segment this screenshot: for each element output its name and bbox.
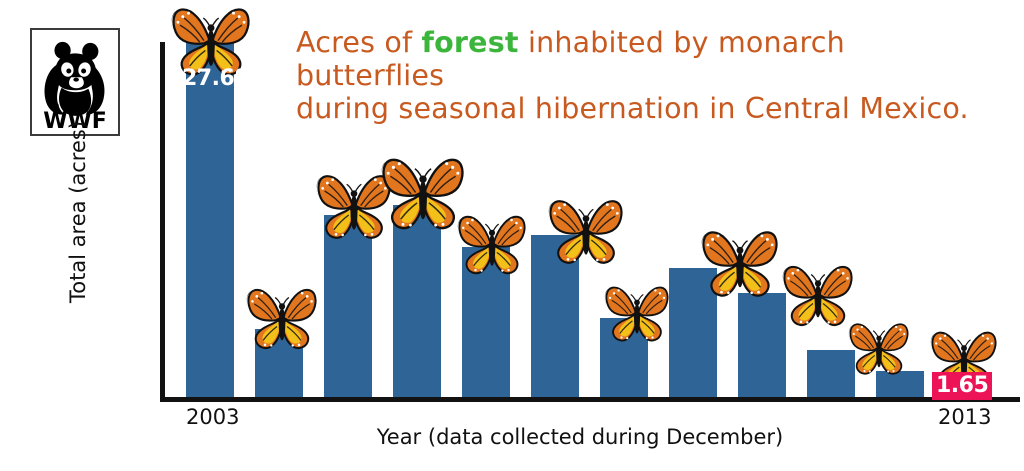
- butterfly-icon-2005: [314, 171, 394, 243]
- bar-2012: [807, 350, 855, 397]
- monarch-butterfly-icon: [848, 323, 909, 375]
- monarch-butterfly-icon: [171, 8, 250, 76]
- butterfly-icon-2004: [244, 285, 320, 353]
- monarch-butterfly-icon: [604, 286, 669, 342]
- butterfly-icon-2010: [698, 227, 782, 301]
- title-highlight-forest: forest: [421, 26, 519, 59]
- monarch-butterfly-icon: [246, 289, 317, 349]
- butterfly-icon-2012: [846, 320, 912, 378]
- wwf-logo: WWF: [30, 28, 120, 136]
- wwf-wordmark: WWF: [43, 109, 106, 134]
- butterfly-icon-2006: [378, 154, 468, 234]
- monarch-butterfly-icon: [782, 266, 853, 326]
- panda-icon: WWF: [43, 41, 107, 134]
- title-part-1: Acres of: [296, 26, 422, 59]
- bar-value-label-first: 27.68: [182, 66, 250, 91]
- x-tick-2003: 2003: [186, 405, 240, 429]
- chart-title: Acres of forest inhabited by monarch but…: [296, 26, 996, 125]
- monarch-butterfly-icon: [457, 215, 526, 275]
- x-tick-2013: 2013: [938, 405, 992, 429]
- y-axis-line: [160, 42, 165, 397]
- bar-2005: [324, 215, 372, 397]
- bar-2011: [738, 293, 786, 397]
- monarch-butterfly-icon: [701, 231, 778, 297]
- butterfly-icon-2007: [455, 212, 529, 278]
- bar-2003: [186, 42, 234, 397]
- bar-2010: [669, 268, 717, 397]
- bar-2006: [393, 205, 441, 397]
- butterfly-icon-2003: [168, 4, 254, 80]
- monarch-butterfly-icon: [316, 175, 391, 239]
- x-axis-line: [160, 397, 1020, 402]
- monarch-butterfly-icon: [381, 158, 464, 230]
- butterfly-icon-2008: [546, 196, 626, 268]
- monarch-butterfly-icon: [548, 200, 623, 264]
- bar-value-label-last: 1.65: [932, 372, 993, 400]
- x-axis-label: Year (data collected during December): [376, 425, 784, 449]
- butterfly-icon-2011: [780, 262, 856, 330]
- butterfly-icon-2009: [602, 283, 672, 345]
- title-part-2: inhabited by monarch butterflies: [296, 26, 845, 92]
- bar-2013: [876, 371, 924, 397]
- title-line-2: during seasonal hibernation in Central M…: [296, 92, 969, 125]
